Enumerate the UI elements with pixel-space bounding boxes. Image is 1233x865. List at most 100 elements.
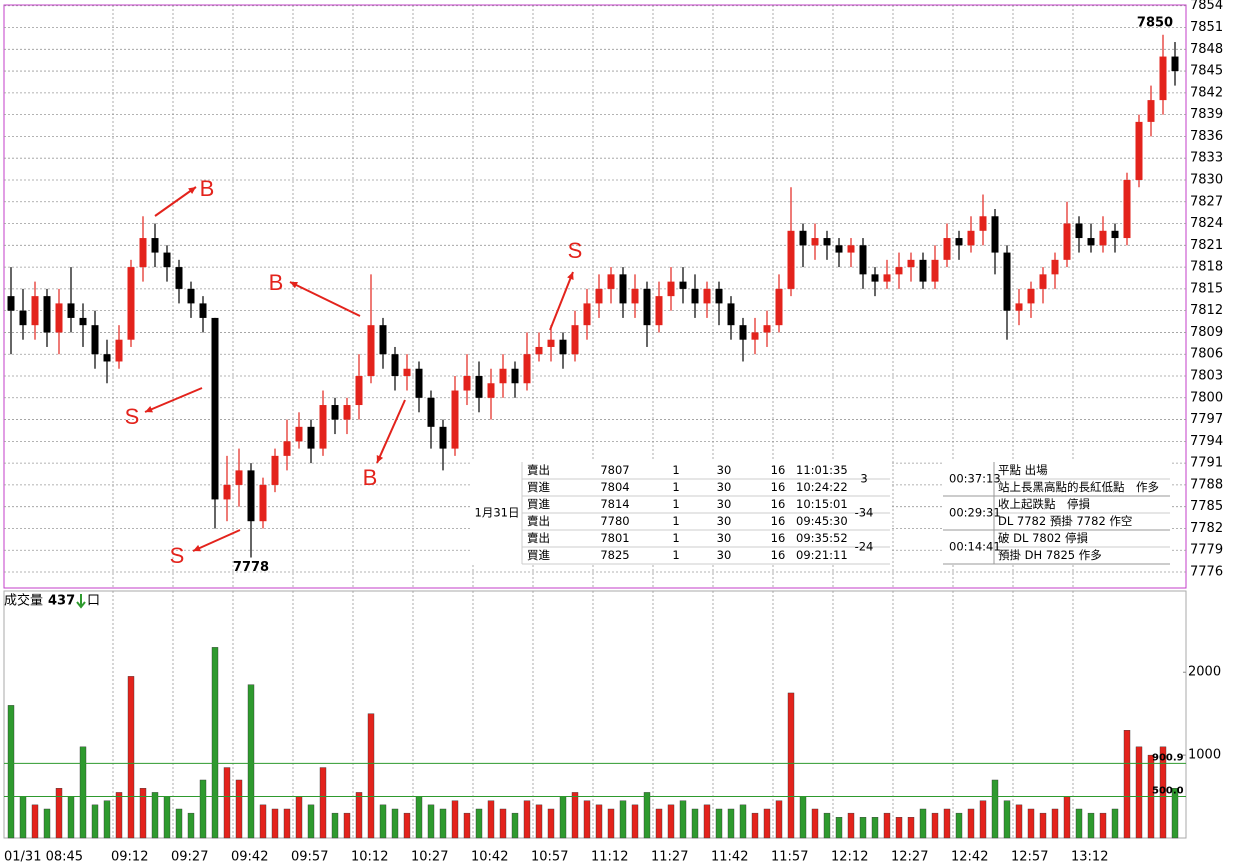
candle-body <box>127 267 135 340</box>
y-tick-label: 7794 <box>1190 434 1223 449</box>
y-tick-label: 7821 <box>1190 238 1223 253</box>
candle-body <box>595 288 603 304</box>
x-tick-label: 10:27 <box>411 850 448 865</box>
annotation-arrow <box>376 399 406 464</box>
volume-bar <box>211 647 219 839</box>
volume-bar <box>559 796 567 839</box>
annotation-arrowhead <box>376 455 384 463</box>
candle-body <box>1159 56 1167 101</box>
candle-body <box>787 230 795 289</box>
candle-body <box>607 274 615 289</box>
annotation-arrow <box>154 186 197 217</box>
candle-body <box>895 267 903 275</box>
candle-body <box>283 441 291 456</box>
volume-bar <box>511 812 519 839</box>
trade-cell: 30 <box>717 480 732 494</box>
y-tick-label: 2000 <box>1188 665 1221 680</box>
trade-cell: 7807 <box>600 463 629 477</box>
candle-body <box>1015 303 1023 311</box>
volume-last: 437 <box>48 594 75 609</box>
candle-body <box>55 303 63 333</box>
volume-bar <box>907 817 915 839</box>
volume-bar <box>199 779 207 839</box>
candle-body <box>235 470 243 485</box>
annotation-arrow <box>289 281 361 317</box>
volume-bar <box>583 800 591 839</box>
trade-cell: 16 <box>771 463 786 477</box>
trade-cell: 30 <box>717 497 732 511</box>
trade-result: 3 <box>860 472 867 486</box>
note-text: 破 DL 7802 停損 <box>998 531 1088 545</box>
volume-bar <box>247 684 255 839</box>
volume-bar <box>1135 746 1143 839</box>
candle-body <box>523 354 531 384</box>
volume-bar <box>1027 808 1035 839</box>
volume-bar <box>463 812 471 839</box>
candle-body <box>919 259 927 282</box>
candle-body <box>883 274 891 282</box>
volume-bar <box>235 779 243 839</box>
trade-cell: 7804 <box>600 480 629 494</box>
reference-label: 500.0 <box>1152 786 1184 797</box>
volume-bar <box>943 808 951 839</box>
trade-cell: 09:21:11 <box>796 548 848 562</box>
candle-body <box>91 325 99 355</box>
x-tick-label: 12:57 <box>1011 850 1048 865</box>
candle-body <box>499 368 507 384</box>
volume-bar <box>931 812 939 839</box>
trade-cell: 11:01:35 <box>796 463 848 477</box>
volume-bar <box>979 800 987 839</box>
volume-bar <box>667 804 675 839</box>
candle-body <box>1075 223 1083 239</box>
y-tick-label: 7785 <box>1190 499 1223 514</box>
volume-bar <box>1087 812 1095 839</box>
volume-bar <box>1063 796 1071 839</box>
volume-bar <box>1039 812 1047 839</box>
note-text: DL 7782 預掛 7782 作空 <box>998 514 1132 528</box>
volume-bar <box>991 779 999 839</box>
candle-body <box>775 288 783 326</box>
candle-body <box>667 281 675 297</box>
candle-body <box>295 426 303 442</box>
x-tick-label: 09:57 <box>291 850 328 865</box>
volume-bar <box>223 767 231 839</box>
volume-bar <box>31 804 39 839</box>
y-tick-label: 7791 <box>1190 456 1223 471</box>
volume-bar <box>775 800 783 839</box>
candle-body <box>691 288 699 304</box>
candle-body <box>139 238 147 268</box>
y-tick-label: 7842 <box>1190 85 1223 100</box>
candle-body <box>1063 223 1071 260</box>
volume-bar <box>871 817 879 839</box>
candle-body <box>175 267 183 289</box>
candle-body <box>223 484 231 500</box>
volume-bar <box>799 796 807 839</box>
trade-cell: 16 <box>771 514 786 528</box>
volume-bar <box>1099 812 1107 839</box>
candle-body <box>1111 230 1119 239</box>
volume-bar <box>103 800 111 839</box>
note-time: 00:37:13 <box>949 472 1001 486</box>
candle-body <box>379 325 387 355</box>
candle-body <box>331 405 339 420</box>
candle-body <box>307 426 315 449</box>
volume-bar <box>283 808 291 839</box>
volume-bar <box>163 796 171 839</box>
volume-bar <box>739 804 747 839</box>
candle-body <box>463 376 471 391</box>
note-text: 收上起跌點 停損 <box>998 497 1090 511</box>
candle-body <box>943 238 951 260</box>
y-tick-label: 7851 <box>1190 20 1223 35</box>
note-text: 站上長黑高點的長紅低點 作多 <box>998 480 1159 494</box>
trade-cell: 買進 <box>527 497 550 511</box>
volume-bar <box>1123 730 1131 839</box>
y-tick-label: 7797 <box>1190 412 1223 427</box>
candle-body <box>1003 252 1011 311</box>
candle-body <box>151 238 159 253</box>
volume-bar <box>823 812 831 839</box>
trade-cell: 1 <box>672 497 679 511</box>
x-tick-label: 11:57 <box>771 850 808 865</box>
candle-body <box>1135 121 1143 180</box>
candle-body <box>871 274 879 282</box>
